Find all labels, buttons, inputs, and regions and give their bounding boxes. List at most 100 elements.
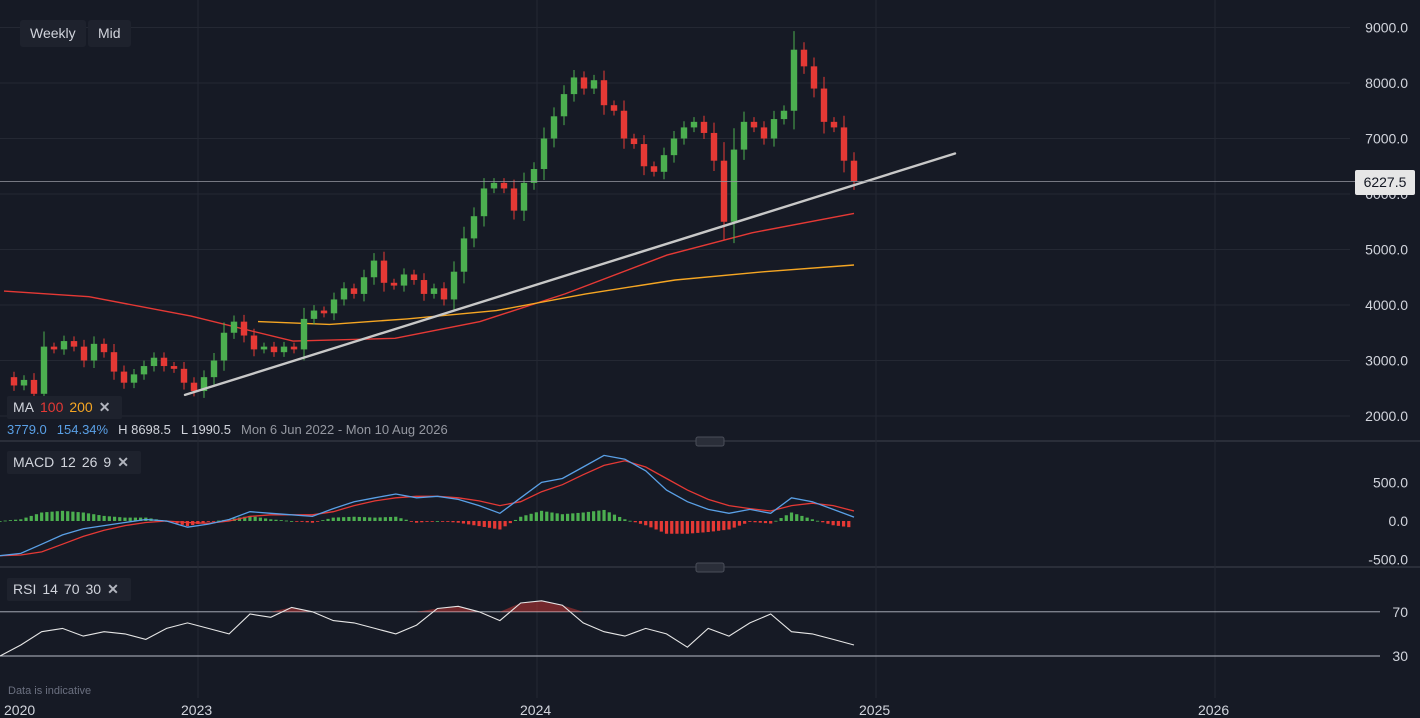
- price-tick-label: 8000.0: [1365, 75, 1408, 91]
- candle-body: [790, 49, 798, 111]
- macd-histogram-bar: [373, 517, 377, 521]
- macd-legend[interactable]: MACD 12 26 9 ✕: [7, 451, 141, 474]
- candle-body: [120, 371, 128, 383]
- macd-histogram-bar: [107, 516, 111, 521]
- interval-button[interactable]: Weekly: [20, 20, 86, 47]
- resize-handle-main: [695, 436, 725, 447]
- candle-body: [360, 277, 368, 294]
- candle-body: [520, 182, 528, 211]
- candle-body: [250, 335, 258, 350]
- macd-histogram-bar: [81, 512, 85, 521]
- ma-legend[interactable]: MA 100 200 ✕: [7, 396, 123, 419]
- candle-body: [100, 343, 108, 353]
- macd-histogram-bar: [40, 512, 44, 521]
- macd-histogram-bar: [29, 515, 33, 521]
- candle-body: [240, 321, 248, 336]
- candle-body: [40, 346, 48, 394]
- macd-signal-period: 9: [103, 454, 112, 470]
- candle-body: [20, 379, 28, 386]
- candle-body: [280, 346, 288, 353]
- candle-body: [740, 121, 748, 150]
- candle-body: [50, 346, 58, 350]
- macd-histogram-bar: [378, 517, 382, 521]
- macd-tick-label: 500.0: [1373, 474, 1408, 490]
- candle-body: [230, 321, 238, 333]
- candle-body: [510, 188, 518, 211]
- macd-histogram-bar: [185, 521, 190, 527]
- macd-histogram-bar: [263, 518, 268, 521]
- macd-tick-label: -500.0: [1368, 552, 1408, 568]
- price-type-button[interactable]: Mid: [88, 20, 131, 47]
- price-tick-label: 7000.0: [1365, 131, 1408, 147]
- candle-body: [350, 288, 358, 294]
- candle-body: [780, 110, 788, 120]
- candle-body: [260, 346, 268, 350]
- macd-histogram-bar: [565, 513, 570, 521]
- macd-histogram-bar: [180, 521, 184, 525]
- candle-body: [110, 352, 118, 372]
- macd-histogram-bar: [795, 514, 799, 521]
- macd-histogram-bar: [597, 510, 601, 521]
- candle-body: [220, 332, 228, 361]
- macd-histogram-bar: [717, 521, 721, 531]
- macd-histogram-bar: [539, 510, 544, 521]
- macd-histogram-bar: [430, 521, 434, 522]
- macd-histogram-bar: [45, 512, 49, 521]
- macd-histogram-bar: [138, 517, 143, 521]
- macd-histogram-bar: [133, 517, 137, 521]
- macd-histogram-bar: [336, 517, 341, 521]
- macd-histogram-bar: [711, 521, 716, 532]
- macd-histogram-bar: [290, 521, 294, 522]
- macd-histogram-bar: [86, 513, 91, 521]
- macd-histogram-bar: [831, 521, 835, 526]
- candle-body: [340, 288, 348, 300]
- macd-histogram-bar: [592, 511, 596, 521]
- ma-close-icon[interactable]: ✕: [98, 399, 111, 415]
- rsi-close-icon[interactable]: ✕: [107, 581, 119, 597]
- macd-histogram-bar: [732, 521, 736, 528]
- ma-legend-label: MA: [13, 399, 34, 415]
- macd-histogram-bar: [467, 521, 471, 525]
- macd-histogram-bar: [300, 521, 304, 522]
- macd-histogram-bar: [555, 513, 559, 521]
- macd-histogram-bar: [638, 521, 643, 524]
- candle-body: [380, 260, 388, 283]
- candle-body: [180, 368, 188, 383]
- macd-histogram-bar: [258, 517, 262, 521]
- stats-range: Mon 6 Jun 2022 - Mon 10 Aug 2026: [240, 422, 448, 437]
- candle-body: [550, 116, 558, 139]
- candle-body: [370, 260, 378, 278]
- macd-histogram-bar: [503, 521, 507, 527]
- candle-body: [570, 77, 578, 95]
- macd-histogram-bar: [508, 521, 512, 524]
- price-tick-label: 5000.0: [1365, 242, 1408, 258]
- candle-body: [300, 318, 308, 350]
- macd-histogram-bar: [623, 519, 627, 521]
- ma200-period: 200: [69, 399, 93, 415]
- macd-histogram-bar: [331, 517, 335, 521]
- macd-histogram-bar: [92, 514, 96, 521]
- macd-histogram-bar: [826, 521, 830, 524]
- price-tick-label: 3000.0: [1365, 353, 1408, 369]
- stats-high: H 8698.5: [118, 422, 171, 437]
- rsi-lower: 30: [85, 581, 102, 597]
- macd-histogram-bar: [560, 514, 564, 521]
- stats-low: L 1990.5: [180, 422, 231, 437]
- candle-body: [530, 169, 538, 183]
- candle-body: [480, 188, 488, 217]
- macd-close-icon[interactable]: ✕: [117, 454, 129, 470]
- x-tick-label: 2025: [859, 702, 890, 718]
- rsi-legend[interactable]: RSI 14 70 30 ✕: [7, 578, 131, 601]
- candle-body: [460, 238, 468, 272]
- macd-histogram-bar: [805, 517, 809, 521]
- candle-body: [620, 110, 628, 139]
- macd-histogram-bar: [779, 518, 783, 521]
- macd-histogram-bar: [409, 521, 413, 522]
- candle-body: [80, 346, 88, 361]
- macd-histogram-bar: [743, 521, 747, 524]
- macd-histogram-bar: [274, 519, 278, 521]
- macd-histogram-bar: [706, 521, 710, 533]
- macd-histogram-bar: [607, 512, 611, 521]
- macd-histogram-bar: [404, 519, 408, 521]
- candle-body: [410, 274, 418, 281]
